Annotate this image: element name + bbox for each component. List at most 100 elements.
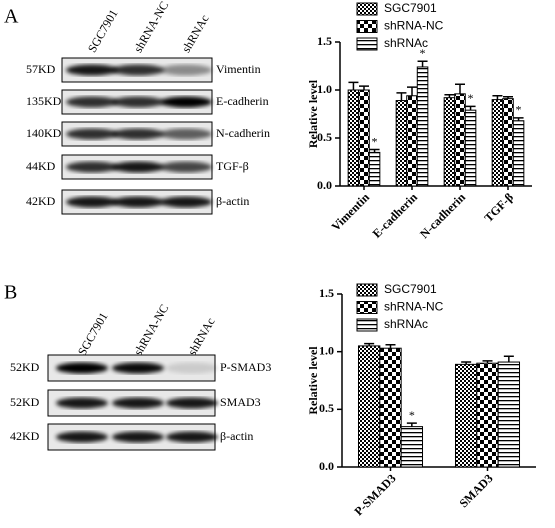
blot-band xyxy=(166,431,218,443)
blot-band xyxy=(160,96,212,108)
lane-label: shRNAc xyxy=(179,12,212,55)
blot-band xyxy=(166,362,218,374)
legend-swatch xyxy=(356,301,378,314)
bar xyxy=(358,89,370,187)
lane-label: shRNAc xyxy=(185,315,218,358)
protein-label: N-cadherin xyxy=(216,126,270,140)
error-bar xyxy=(417,60,428,67)
x-tick-label: E-cadherin xyxy=(370,190,421,241)
molecular-weight: 52KD xyxy=(10,395,40,409)
blot-band xyxy=(56,362,108,374)
molecular-weight: 140KD xyxy=(26,126,62,140)
y-tick-label: 0.5 xyxy=(319,401,334,415)
bar xyxy=(464,109,477,187)
protein-label: Vimentin xyxy=(216,62,261,76)
blot-band xyxy=(56,431,108,443)
error-bar xyxy=(348,81,359,90)
protein-label: E-cadherin xyxy=(216,94,269,108)
error-bar xyxy=(461,361,472,365)
blot-band xyxy=(112,161,164,173)
blot-band xyxy=(56,397,108,409)
blot-band xyxy=(112,431,164,443)
panel-label: A xyxy=(4,6,19,28)
error-bar xyxy=(369,148,380,153)
y-axis-label: Relative level xyxy=(306,346,320,415)
blot-band xyxy=(66,96,118,108)
legend-label: SGC7901 xyxy=(384,282,437,296)
blot-band xyxy=(160,196,212,208)
legend-label: shRNA-NC xyxy=(384,19,444,33)
error-bar xyxy=(407,86,417,96)
legend-label: shRNA-NC xyxy=(384,300,444,314)
bar xyxy=(502,98,514,187)
molecular-weight: 52KD xyxy=(10,360,40,374)
bar xyxy=(476,362,499,468)
x-tick-label: N-cadherin xyxy=(417,190,468,241)
molecular-weight: 42KD xyxy=(10,429,40,443)
y-tick-label: 1.0 xyxy=(319,343,334,357)
legend-label: shRNAc xyxy=(384,317,428,331)
protein-label: β-actin xyxy=(216,194,249,208)
y-tick-label: 0.0 xyxy=(319,459,334,473)
blot-band xyxy=(160,64,212,76)
protein-label: P-SMAD3 xyxy=(220,360,271,374)
legend-swatch xyxy=(356,37,378,51)
molecular-weight: 135KD xyxy=(26,94,62,108)
bar xyxy=(491,99,504,187)
bar xyxy=(368,151,381,187)
bar xyxy=(443,97,456,187)
bar xyxy=(357,345,381,468)
protein-label: β-actin xyxy=(220,429,253,443)
x-tick-label: SMAD3 xyxy=(456,471,495,510)
legend-swatch xyxy=(356,283,378,297)
protein-label: TGF-β xyxy=(216,159,249,173)
bar xyxy=(454,93,466,187)
significance-mark: * xyxy=(516,103,522,117)
bar xyxy=(454,363,478,468)
blot-band xyxy=(66,161,118,173)
legend-swatch xyxy=(356,318,378,332)
blot-band xyxy=(160,128,212,140)
error-bar xyxy=(503,95,513,99)
blot-band xyxy=(112,128,164,140)
bar xyxy=(379,347,402,468)
error-bar xyxy=(359,85,369,90)
significance-mark: * xyxy=(409,408,415,422)
error-bar xyxy=(396,92,407,101)
legend-swatch xyxy=(356,20,378,33)
legend-label: shRNAc xyxy=(384,36,428,50)
error-bar xyxy=(503,355,514,363)
blot-band xyxy=(112,397,164,409)
molecular-weight: 42KD xyxy=(26,194,56,208)
legend-label: SGC7901 xyxy=(384,1,437,15)
bar xyxy=(400,426,424,468)
significance-mark: * xyxy=(420,46,426,60)
x-tick-label: P-SMAD3 xyxy=(351,471,398,518)
y-tick-label: 0.5 xyxy=(317,130,332,144)
legend-swatch xyxy=(356,2,378,16)
bar xyxy=(406,95,418,187)
lane-label: SGC7901 xyxy=(75,310,111,358)
lane-label: shRNA-NC xyxy=(131,0,171,55)
y-tick-label: 0.0 xyxy=(317,178,332,192)
blot-band xyxy=(160,161,212,173)
x-tick-label: Vimentin xyxy=(329,190,373,234)
blot-band xyxy=(66,128,118,140)
error-bar xyxy=(455,83,465,94)
significance-mark: * xyxy=(372,134,378,148)
error-bar xyxy=(364,342,375,346)
y-tick-label: 1.5 xyxy=(319,286,334,300)
error-bar xyxy=(482,360,493,364)
bar xyxy=(512,120,525,187)
significance-mark: * xyxy=(468,91,474,105)
bar xyxy=(395,100,408,187)
blot-band xyxy=(66,64,118,76)
blot-band xyxy=(112,96,164,108)
protein-label: SMAD3 xyxy=(220,395,261,409)
y-tick-label: 1.0 xyxy=(317,82,332,96)
panel-label: B xyxy=(4,282,17,304)
blot-band xyxy=(112,362,164,374)
blot-band xyxy=(166,397,218,409)
molecular-weight: 44KD xyxy=(26,159,56,173)
error-bar xyxy=(444,94,455,98)
